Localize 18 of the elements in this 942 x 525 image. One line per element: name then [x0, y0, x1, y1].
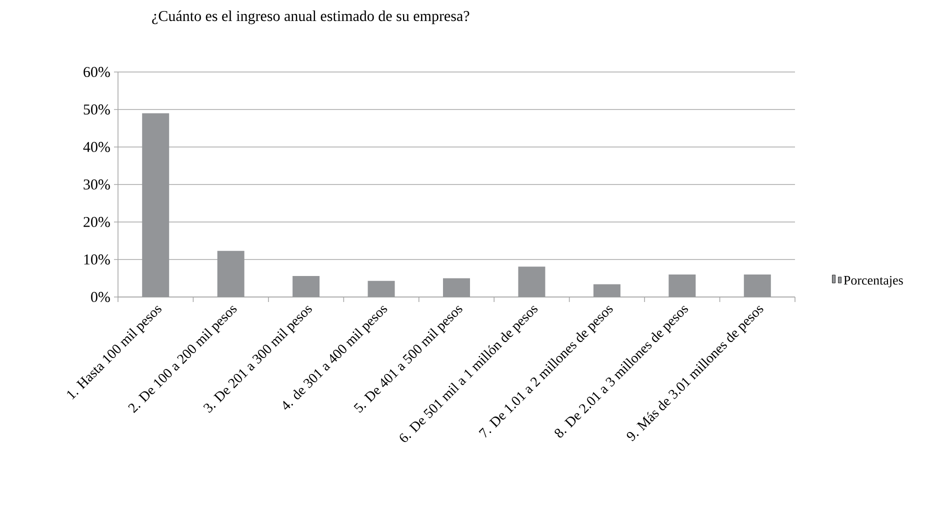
bar	[518, 266, 546, 297]
chart-title: ¿Cuánto es el ingreso anual estimado de su empresa?	[152, 10, 470, 24]
bar	[593, 284, 620, 297]
y-tick-label: 20%	[84, 216, 110, 228]
bar	[217, 250, 244, 297]
bar	[142, 113, 170, 297]
y-tick-label: 0%	[91, 292, 110, 302]
bar	[292, 276, 320, 297]
bar	[668, 274, 696, 297]
y-tick-label: 10%	[84, 254, 110, 265]
legend-label: Porcentajes	[844, 276, 903, 288]
y-tick-label: 60%	[84, 66, 110, 78]
bar	[443, 278, 470, 297]
y-tick-label: 30%	[84, 179, 110, 190]
bar	[368, 280, 395, 297]
y-tick-label: 50%	[84, 104, 110, 115]
bar	[744, 274, 771, 297]
y-tick-label: 40%	[83, 142, 110, 152]
